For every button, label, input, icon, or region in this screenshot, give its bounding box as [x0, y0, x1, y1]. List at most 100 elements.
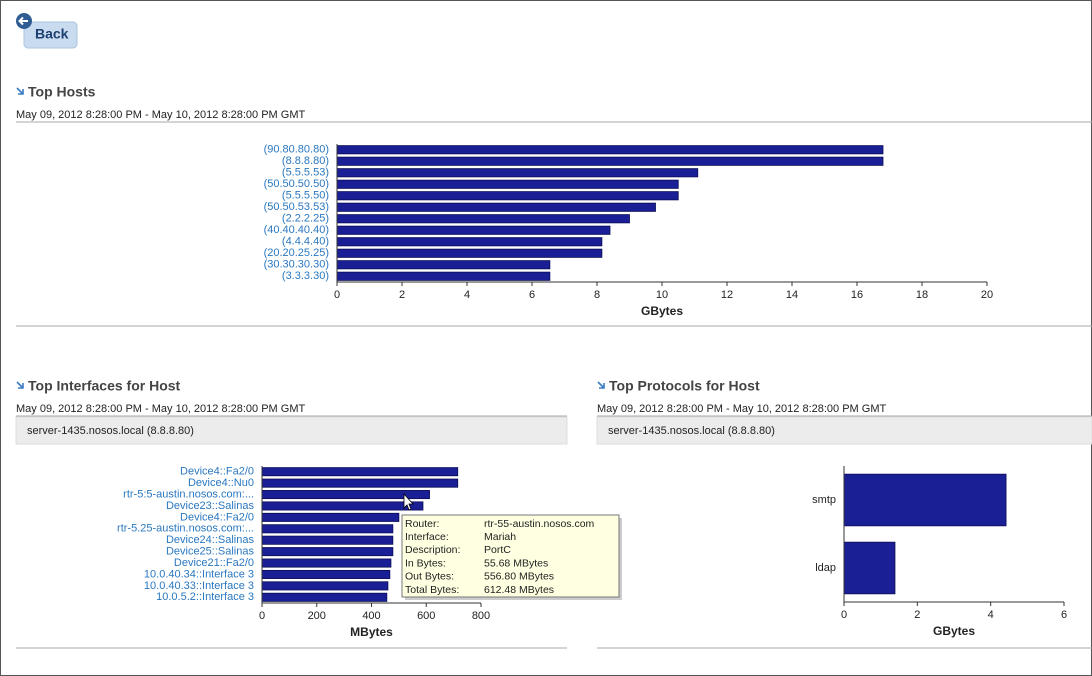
- host-label: server-1435.nosos.local (8.8.8.80): [27, 425, 194, 437]
- tooltip-value: 612.48 MBytes: [484, 584, 554, 596]
- tooltip-value: PortC: [484, 544, 511, 556]
- tooltip-value: rtr-55-austin.nosos.com: [484, 518, 595, 530]
- bar: [336, 145, 884, 155]
- tooltip-value: Mariah: [484, 531, 516, 543]
- bar: [261, 501, 424, 511]
- x-tick-label: 20: [981, 289, 993, 301]
- bar: [336, 237, 603, 247]
- x-tick-label: 18: [916, 289, 928, 301]
- bar: [261, 467, 459, 477]
- tooltip-key: Out Bytes:: [405, 571, 454, 583]
- bar: [261, 569, 391, 579]
- bar: [336, 260, 551, 270]
- bar: [336, 248, 603, 258]
- x-tick-label: 400: [362, 610, 380, 622]
- x-tick-label: 200: [308, 610, 326, 622]
- category-label: 10.0.40.33::Interface 3: [144, 580, 254, 592]
- date-range: May 09, 2012 8:28:00 PM - May 10, 2012 8…: [597, 403, 886, 415]
- category-label: (20.20.25.25): [264, 247, 329, 259]
- bar: [336, 214, 630, 224]
- x-tick-label: 6: [1061, 609, 1067, 621]
- bar: [336, 191, 679, 201]
- bar: [261, 547, 394, 557]
- host-bar: [15, 416, 568, 445]
- x-tick-label: 16: [851, 289, 863, 301]
- category-label: (4.4.4.40): [282, 236, 329, 248]
- section-title: Top Interfaces for Host: [28, 378, 181, 394]
- bar: [261, 592, 388, 602]
- bar: [261, 581, 389, 591]
- back-label: Back: [35, 26, 69, 42]
- bar: [261, 512, 400, 522]
- bar: [336, 168, 699, 178]
- x-tick-label: 10: [656, 289, 668, 301]
- category-label: 10.0.40.34::Interface 3: [144, 568, 254, 580]
- section-title: Top Protocols for Host: [609, 378, 760, 394]
- cursor: [403, 492, 414, 511]
- x-tick-label: 0: [841, 609, 847, 621]
- tooltip-box: [401, 514, 620, 598]
- category-label: Device21::Fa2/0: [174, 557, 254, 569]
- host-bar: [596, 416, 1092, 445]
- x-tick-label: 4: [464, 289, 470, 301]
- x-tick-label: 800: [472, 610, 490, 622]
- category-label: (3.3.3.30): [282, 270, 329, 282]
- x-tick-label: 14: [786, 289, 798, 301]
- back-button[interactable]: Back: [16, 13, 78, 49]
- category-label: (50.50.50.50): [264, 178, 329, 190]
- category-label: Device24::Salinas: [166, 534, 255, 546]
- category-label: ldap: [815, 562, 836, 574]
- x-tick-label: 8: [594, 289, 600, 301]
- x-tick-label: 12: [721, 289, 733, 301]
- category-label: (2.2.2.25): [282, 213, 329, 225]
- x-tick-label: 0: [334, 289, 340, 301]
- x-tick-label: 6: [529, 289, 535, 301]
- section-icon: [16, 87, 24, 95]
- date-range: May 09, 2012 8:28:00 PM - May 10, 2012 8…: [16, 109, 305, 121]
- bar: [261, 558, 392, 568]
- bar: [261, 535, 394, 545]
- bar: [336, 271, 551, 281]
- tooltip-key: Interface:: [405, 531, 449, 543]
- category-label: smtp: [812, 494, 836, 506]
- section-title: Top Hosts: [28, 84, 96, 100]
- x-axis-label: GBytes: [933, 624, 975, 638]
- tooltip: Router: rtr-55-austin.nosos.com Interface:…: [401, 514, 622, 600]
- tooltip-value: 55.68 MBytes: [484, 557, 548, 569]
- tooltip-key: In Bytes:: [405, 557, 446, 569]
- x-tick-label: 2: [914, 609, 920, 621]
- category-label: Device25::Salinas: [166, 546, 255, 558]
- category-label: (8.8.8.80): [282, 155, 329, 167]
- bar: [336, 225, 611, 235]
- category-label: (90.80.80.80): [264, 144, 329, 156]
- category-label: (5.5.5.50): [282, 190, 329, 202]
- bar: [261, 478, 459, 488]
- tooltip-key: Total Bytes:: [405, 584, 459, 596]
- x-tick-label: 4: [988, 609, 994, 621]
- category-label: rtr-5.25-austin.nosos.com:...: [117, 523, 254, 535]
- bar: [261, 524, 394, 534]
- bar: [336, 179, 679, 189]
- tooltip-value: 556.80 MBytes: [484, 571, 554, 583]
- x-axis-label: GBytes: [641, 304, 683, 318]
- bar: [843, 473, 1007, 527]
- category-label: Device4::Nu0: [188, 477, 254, 489]
- category-label: (30.30.30.30): [264, 259, 329, 271]
- tooltip-key: Description:: [405, 544, 460, 556]
- section-icon: [16, 381, 24, 389]
- x-axis-label: MBytes: [350, 625, 393, 639]
- section-icon: [597, 381, 605, 389]
- host-label: server-1435.nosos.local (8.8.8.80): [608, 425, 775, 437]
- category-label: (5.5.5.53): [282, 167, 329, 179]
- bar: [843, 541, 896, 595]
- date-range: May 09, 2012 8:28:00 PM - May 10, 2012 8…: [16, 403, 305, 415]
- category-label: Device23::Salinas: [166, 500, 255, 512]
- x-tick-label: 600: [417, 610, 435, 622]
- category-label: (50.50.53.53): [264, 201, 329, 213]
- tooltip-key: Router:: [405, 518, 439, 530]
- x-tick-label: 0: [259, 610, 265, 622]
- category-label: Device4::Fa2/0: [180, 511, 254, 523]
- category-label: 10.0.5.2::Interface 3: [156, 591, 254, 603]
- category-label: rtr-5:5-austin.nosos.com:...: [123, 488, 254, 500]
